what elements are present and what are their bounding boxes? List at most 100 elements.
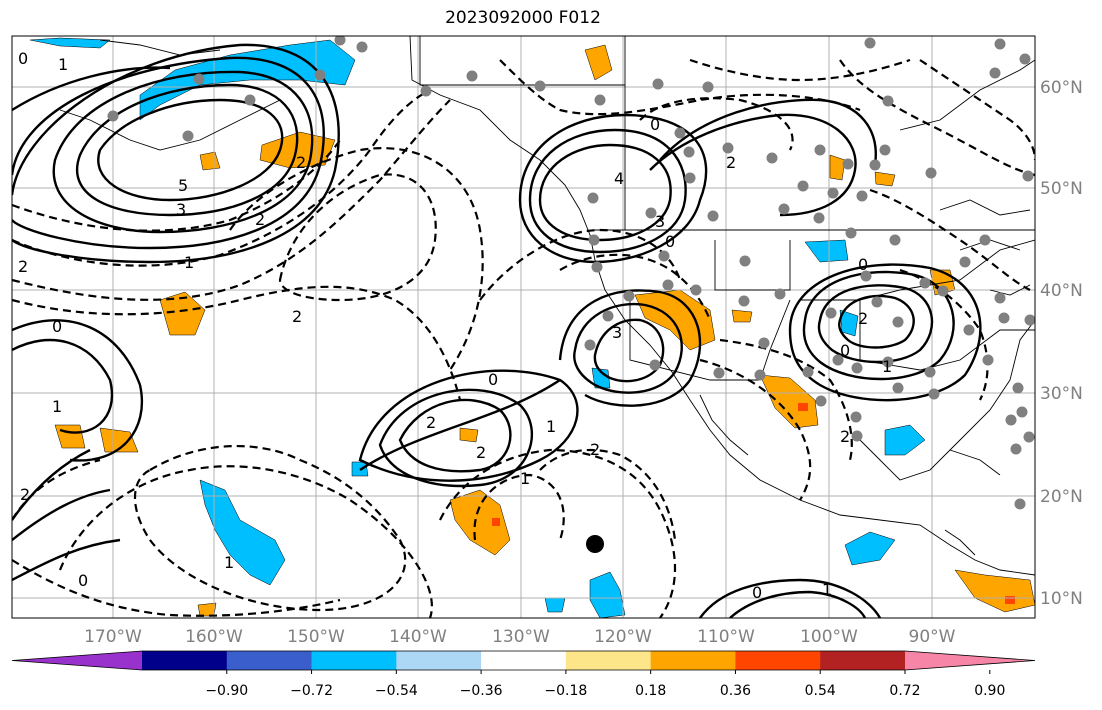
contour-label: 0 [18,49,28,68]
lon-tick-label: 130°W [492,627,550,647]
contour-label: 4 [614,169,624,188]
blue-patch [884,424,926,456]
blue-patch [591,367,611,389]
colorbar-tick-label: −0.72 [290,683,333,699]
contour-label: 0 [840,341,850,360]
lon-tick-label: 140°W [389,627,447,647]
orange-patch [199,151,221,171]
map-frame [11,35,1036,619]
contour-label: 0 [665,232,675,251]
orange-patch [759,374,819,429]
contour-label: 1 [184,253,194,272]
lon-tick-label: 170°W [84,627,142,647]
blue-patch [199,479,286,586]
contour-label: 1 [546,417,556,436]
colorbar-extend-high [905,651,1035,670]
contour-label: 0 [752,583,762,602]
orange-patch [874,171,896,187]
contour-label: 1 [224,553,234,572]
colorbar-tick-label: −0.54 [375,683,418,699]
orange-patch [634,289,716,351]
contour-label: 1 [882,357,892,376]
blue-patch [544,597,566,613]
colorbar-segment [820,651,906,670]
map-background [12,36,1035,618]
contour-label: 5 [178,176,188,195]
contour-label: 2 [20,485,30,504]
colorbar-segment [481,651,567,670]
colorbar-outline [11,650,1036,671]
colorbar-segment [396,651,482,670]
lon-tick-label: 150°W [287,627,345,647]
blue-patch [839,309,859,337]
contour-label: 0 [78,571,88,590]
colorbar-segment [735,651,821,670]
lat-tick-label: 10°N [1040,589,1083,609]
colorbar-segment [650,651,736,670]
lat-tick-label: 20°N [1040,487,1083,507]
blue-patch [804,239,849,263]
blue-patch [589,571,626,618]
contour-label: 1 [52,397,62,416]
lon-tick-label: 90°W [909,627,956,647]
contour-label: 2 [840,427,850,446]
orange-patch [798,403,808,411]
orange-patch [584,44,613,81]
storm-center-marker [586,535,604,553]
colorbar-tick-label: 0.90 [974,683,1005,699]
lon-tick-label: 160°W [185,627,243,647]
colorbar-tick-label: −0.18 [544,683,587,699]
contour-label: 2 [476,443,486,462]
colorbar-tick-label: 0.54 [805,683,836,699]
blue-patch [139,39,356,121]
contour-labels: 0 1 5 3 2 1 2 0 2 4 3 0 2 0 3 2 2 0 1 2 … [18,49,892,602]
colorbar-tick-label: 0.72 [889,683,920,699]
contour-label: 3 [176,200,186,219]
latitude-axis: 60°N 50°N 40°N 30°N 20°N 10°N [1040,78,1083,609]
contour-label: 1 [822,580,832,599]
contour-label: 0 [488,370,498,389]
orange-patch [99,427,139,453]
contour-label: 2 [858,309,868,328]
colorbar-segment [142,651,228,670]
contour-label: 3 [612,323,622,342]
orange-patch [449,489,511,556]
contour-label: 3 [655,212,665,231]
solid-contours [12,43,982,618]
map-title: 2023092000 F012 [445,8,601,28]
lat-tick-label: 40°N [1040,281,1083,301]
contour-label: 2 [255,210,265,229]
colorbar-segment [565,651,652,670]
lon-tick-label: 100°W [800,627,858,647]
orange-patch [159,291,206,336]
station-markers [107,36,1035,510]
shaded-fields [29,37,1035,618]
colorbar-extend-low [12,651,142,670]
lat-tick-label: 30°N [1040,384,1083,404]
contour-label: 0 [858,255,868,274]
colorbar-tick-label: −0.90 [205,683,248,699]
contour-label: 1 [520,469,530,488]
contour-label: 1 [58,55,68,74]
blue-patch [844,531,896,566]
lon-tick-label: 120°W [594,627,652,647]
longitude-axis: 170°W 160°W 150°W 140°W 130°W 120°W 110°… [84,627,956,647]
contour-label: 2 [292,307,302,326]
gridlines [12,36,1035,618]
colorbar: −0.90 −0.72 −0.54 −0.36 −0.18 0.18 0.36 0.54 0.7… [11,650,1036,699]
lat-tick-label: 60°N [1040,78,1083,98]
contour-label: 2 [726,153,736,172]
contour-label: 2 [590,440,600,459]
orange-patch [1005,596,1015,604]
orange-patch [197,602,217,617]
colorbar-segment [311,651,397,670]
colorbar-tick-label: −0.36 [460,683,503,699]
contour-label: 0 [52,317,62,336]
orange-patch [492,518,500,526]
lon-tick-label: 110°W [697,627,755,647]
colorbar-tick-label: 0.36 [720,683,751,699]
colorbar-tick-label: 0.18 [635,683,666,699]
colorbar-segment [226,651,313,670]
contour-label: 2 [296,153,306,172]
